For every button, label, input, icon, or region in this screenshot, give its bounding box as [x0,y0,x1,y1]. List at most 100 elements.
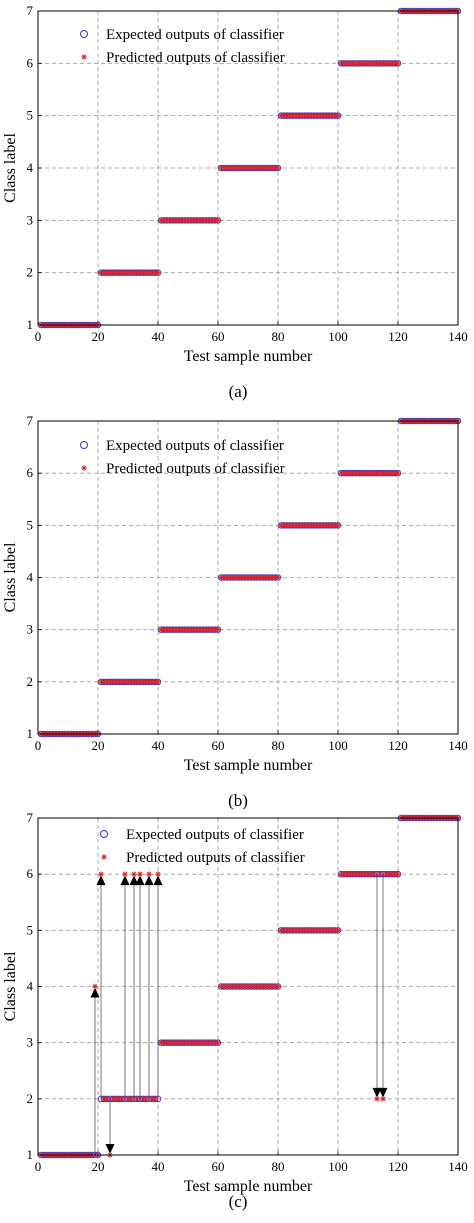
x-axis-label: Test sample number [184,348,313,365]
predicted-point [122,871,128,877]
x-tick-label: 80 [272,329,285,344]
predicted-point [104,1096,110,1102]
axes-frame [37,817,459,1156]
y-tick-label: 5 [27,517,34,532]
predicted-point [81,54,87,60]
x-axis-label: Test sample number [184,757,313,774]
error-arrowhead [129,875,139,886]
predicted-point [275,165,281,171]
y-tick-label: 3 [27,1035,34,1050]
predicted-point [335,927,341,934]
x-tick-label: 0 [35,738,42,753]
predicted-point [374,1096,380,1102]
error-arrowhead [153,875,163,886]
predicted-point [377,871,383,877]
predicted-point [155,871,161,877]
y-tick-label: 1 [27,726,34,741]
x-tick-label: 60 [212,738,225,753]
y-axis-label: Class label [2,133,19,203]
predicted-point [371,871,377,877]
y-tick-label: 7 [27,413,34,428]
predicted-point [335,522,341,529]
y-tick-label: 5 [27,922,34,937]
x-tick-label: 0 [35,1159,42,1174]
y-tick-label: 2 [27,265,34,280]
x-tick-label: 100 [328,738,348,753]
predicted-point [98,871,104,877]
predicted-point [380,1096,386,1102]
x-tick-label: 100 [328,329,348,344]
chart-panel-c: 0 20 40 60 80 100 120 140 1 2 3 4 5 6 7 Test sample num… [2,810,468,1211]
legend-marker-expected [100,830,108,838]
predicted-point [146,871,152,877]
predicted-point [143,1096,149,1102]
y-tick-label: 5 [27,108,34,123]
y-axis-label: Class label [2,951,19,1021]
x-tick-label: 40 [152,329,165,344]
y-tick-label: 1 [27,1147,34,1162]
x-tick-label: 60 [212,1159,225,1174]
y-tick-label: 4 [27,979,34,994]
error-arrowhead [135,875,145,886]
legend-label-predicted: Predicted outputs of classifier [106,50,285,66]
legend-label-expected: Expected outputs of classifier [106,27,284,43]
x-axis-label: Test sample number [184,1178,313,1195]
error-arrowhead [144,875,154,886]
predicted-point [137,871,143,877]
predicted-point [155,269,161,276]
predicted-point [128,1096,134,1102]
chart-panel-a: 0 20 40 60 80 100 120 140 1 2 3 4 5 6 7 Test sample num… [2,3,468,401]
predicted-point [119,1096,125,1102]
predicted-point [215,1039,221,1046]
legend-label-expected: Expected outputs of classifier [126,827,304,843]
y-tick-label: 6 [27,55,34,70]
y-tick-label: 3 [27,212,34,227]
panel-caption: (a) [229,382,248,401]
y-tick-label: 7 [27,810,34,825]
predicted-point [275,983,281,990]
x-tick-label: 100 [328,1159,348,1174]
predicted-point [101,854,107,860]
predicted-point [275,574,281,581]
axes-frame [37,420,459,735]
predicted-point [131,871,137,877]
axes-frame [37,10,459,326]
x-tick-label: 40 [152,1159,165,1174]
predicted-point [81,465,87,471]
error-arrowhead [105,1144,115,1154]
x-tick-label: 120 [388,738,408,753]
legend-marker-expected [80,30,88,38]
x-tick-label: 0 [35,329,42,344]
x-tick-label: 20 [92,329,105,344]
error-arrowhead [372,1087,382,1098]
predicted-point [251,983,257,990]
predicted-point [227,574,233,581]
x-tick-label: 60 [212,329,225,344]
error-arrowhead [378,1087,388,1098]
y-tick-label: 6 [27,465,34,480]
predicted-point [215,217,221,224]
y-axis-label: Class label [2,542,19,612]
legend-label-expected: Expected outputs of classifier [106,438,284,454]
error-arrowhead [120,875,130,886]
x-tick-label: 80 [272,738,285,753]
predicted-point [335,112,341,119]
error-arrowhead [90,987,100,998]
x-tick-label: 80 [272,1159,285,1174]
x-tick-label: 20 [92,738,105,753]
y-tick-label: 1 [27,317,34,332]
legend-marker-expected [80,441,88,449]
predicted-point [134,1096,140,1102]
x-tick-label: 120 [388,1159,408,1174]
y-tick-label: 2 [27,674,34,689]
predicted-point [152,1096,158,1102]
y-tick-label: 3 [27,622,34,637]
y-tick-label: 4 [27,570,34,585]
x-tick-label: 140 [448,738,468,753]
x-tick-label: 140 [448,1159,468,1174]
predicted-point [395,60,401,67]
y-tick-label: 7 [27,3,34,18]
x-tick-label: 20 [92,1159,105,1174]
